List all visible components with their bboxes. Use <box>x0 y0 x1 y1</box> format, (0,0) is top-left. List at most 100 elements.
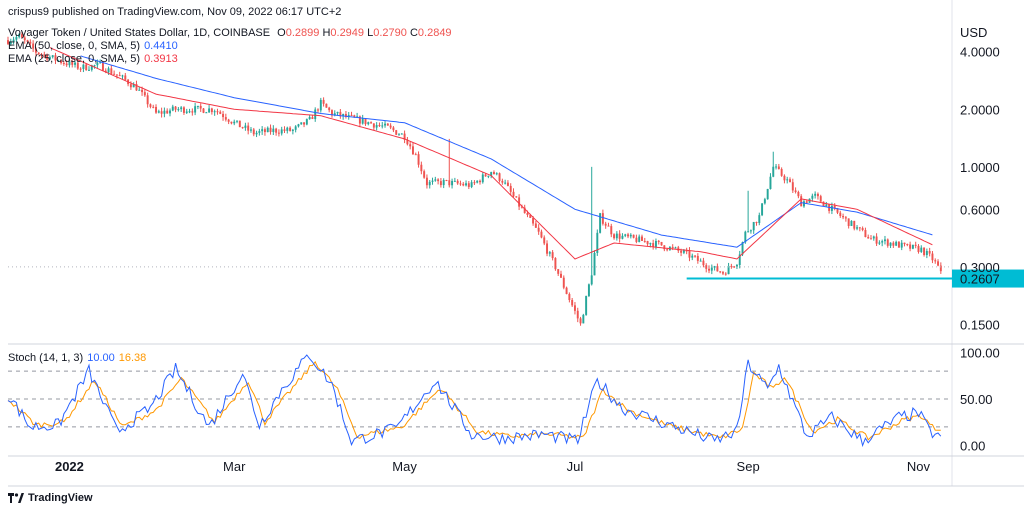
tradingview-footer[interactable]: TradingView <box>8 492 93 504</box>
candle-body <box>372 123 375 128</box>
candle-body <box>12 39 15 42</box>
tradingview-logo-icon <box>8 493 24 504</box>
candle-body <box>115 74 118 76</box>
candle-body <box>635 237 638 242</box>
candle-body <box>275 128 278 133</box>
candle-body <box>786 179 789 181</box>
candle-body <box>118 75 121 77</box>
candle-body <box>741 242 744 255</box>
candle-body <box>414 154 417 156</box>
candle-body <box>389 125 392 128</box>
candle-body <box>420 164 423 172</box>
candle-body <box>23 37 26 41</box>
price-tick-label: 1.0000 <box>960 160 1000 175</box>
candle-body <box>339 111 342 117</box>
candle-body <box>763 199 766 204</box>
candle-body <box>772 166 775 177</box>
candle-body <box>470 182 473 187</box>
candle-body <box>819 196 822 202</box>
candle-body <box>585 296 588 315</box>
stoch-d-line <box>7 360 941 441</box>
candle-body <box>152 106 155 108</box>
candle-body <box>135 84 138 91</box>
ohlc-close: C0.2849 <box>409 27 452 39</box>
candle-body <box>624 234 627 236</box>
candle-body <box>504 182 507 184</box>
ohlc-low: L0.2790 <box>367 27 407 39</box>
candle-body <box>356 116 359 118</box>
candle-body <box>303 122 306 125</box>
candle-body <box>769 176 772 189</box>
candle-body <box>565 287 568 295</box>
time-tick-label: Nov <box>907 459 931 474</box>
candle-body <box>65 63 68 66</box>
stoch-label: Stoch (14, 1, 3) <box>8 352 84 364</box>
candle-body <box>794 190 797 192</box>
candle-body <box>358 116 361 124</box>
candle-body <box>839 212 842 216</box>
candle-body <box>261 129 264 132</box>
candle-body <box>277 132 280 134</box>
candle-body <box>411 146 414 155</box>
candle-body <box>476 180 479 183</box>
candle-body <box>230 121 233 124</box>
candle-body <box>442 180 445 186</box>
candle-body <box>789 179 791 183</box>
candle-body <box>515 196 518 198</box>
candle-body <box>573 305 576 311</box>
candle-body <box>923 247 926 255</box>
candle-body <box>557 269 560 274</box>
candle-body <box>886 239 889 246</box>
candle-body <box>582 314 585 324</box>
stoch-legend[interactable]: Stoch (14, 1, 3) 10.00 16.38 <box>8 352 146 364</box>
stoch-tick-label: 0.00 <box>960 439 985 454</box>
candle-body <box>291 129 294 131</box>
candle-body <box>68 61 71 66</box>
candle-body <box>590 275 593 285</box>
candle-body <box>856 227 859 229</box>
candle-body <box>724 273 727 275</box>
symbol-legend[interactable]: Voyager Token / United States Dollar, 1D… <box>8 27 452 39</box>
candle-body <box>143 92 146 96</box>
candle-body <box>551 252 554 259</box>
candle-body <box>202 108 205 113</box>
ema50-legend[interactable]: EMA (50, close, 0, SMA, 5) 0.4410 <box>8 40 178 52</box>
candle-body <box>937 261 940 266</box>
candle-body <box>286 127 289 131</box>
candle-body <box>384 123 387 126</box>
candle-body <box>445 180 448 182</box>
candle-body <box>811 195 814 199</box>
candle-body <box>20 34 23 38</box>
candle-body <box>423 171 426 178</box>
candle-body <box>185 111 188 113</box>
candle-body <box>627 234 630 237</box>
candle-body <box>76 62 79 69</box>
candle-body <box>881 241 884 243</box>
candle-body <box>166 110 169 114</box>
candle-body <box>604 223 607 226</box>
candle-body <box>560 273 562 278</box>
candle-body <box>473 182 476 184</box>
candle-body <box>51 55 54 58</box>
candle-body <box>96 62 99 66</box>
candle-body <box>861 228 864 230</box>
candle-body <box>347 114 350 117</box>
candle-body <box>62 62 65 64</box>
candle-body <box>71 61 74 65</box>
candle-body <box>716 266 719 272</box>
candle-body <box>344 114 347 117</box>
candle-body <box>465 183 468 186</box>
candle-body <box>694 255 697 257</box>
candle-body <box>568 294 571 300</box>
candle-body <box>481 174 484 183</box>
candle-body <box>398 134 400 136</box>
candle-body <box>526 213 529 215</box>
candle-body <box>618 233 621 239</box>
candle-body <box>297 124 300 127</box>
publish-line: crispus9 published on TradingView.com, N… <box>8 6 342 18</box>
candle-body <box>523 207 526 214</box>
ema25-legend[interactable]: EMA (25, close, 0, SMA, 5) 0.3913 <box>8 53 178 65</box>
candle-body <box>280 129 283 134</box>
candle-body <box>241 127 244 129</box>
